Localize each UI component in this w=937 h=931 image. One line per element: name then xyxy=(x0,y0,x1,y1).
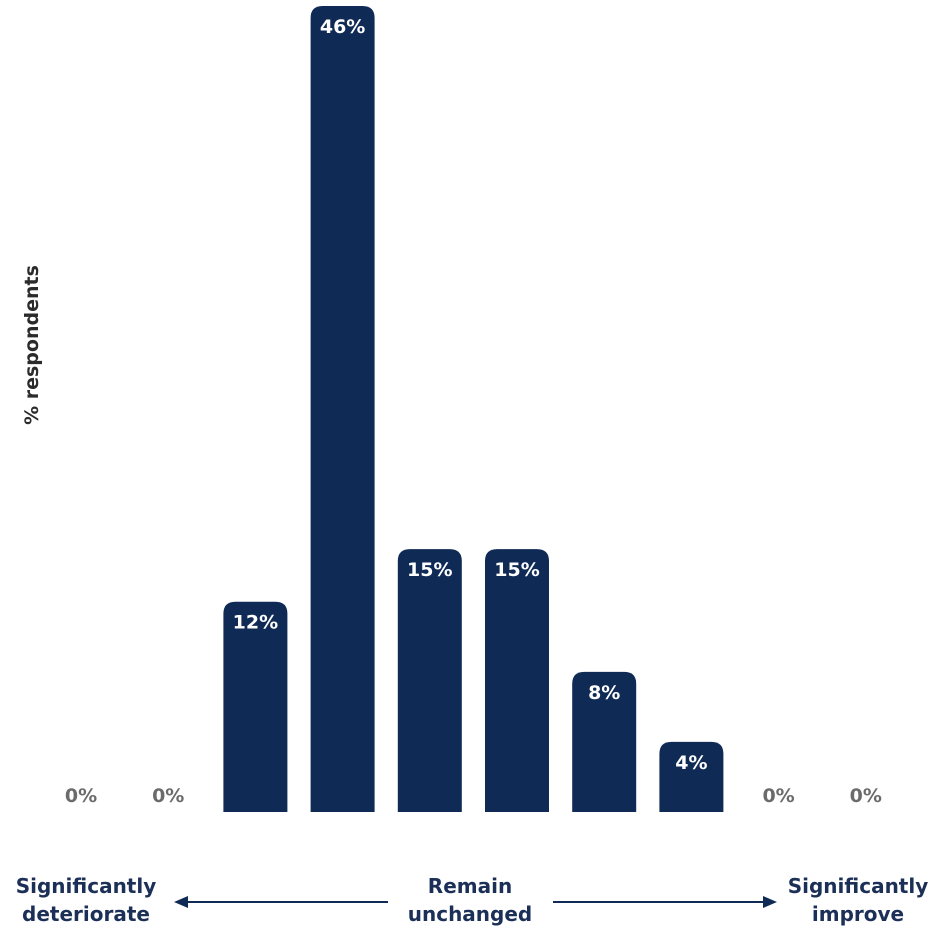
arrow-right-head xyxy=(763,896,777,908)
scale-label-left: Significantly deteriorate xyxy=(0,872,172,928)
bar xyxy=(223,601,288,812)
bar-value-label: 15% xyxy=(407,559,452,581)
bar xyxy=(397,549,462,812)
bar-value-label: 0% xyxy=(850,785,882,807)
bar-value-label: 0% xyxy=(65,785,97,807)
bar xyxy=(485,549,549,812)
bar-value-label: 4% xyxy=(675,752,707,774)
bar xyxy=(659,741,724,812)
bar-value-label: 0% xyxy=(762,785,794,807)
scale-label-middle-line1: Remain xyxy=(427,874,513,898)
scale-label-left-line2: deteriorate xyxy=(22,902,150,926)
bar xyxy=(572,671,637,812)
bar-value-label: 0% xyxy=(152,785,184,807)
scale-label-middle-line2: unchanged xyxy=(407,902,533,926)
scale-label-right-line2: improve xyxy=(811,902,905,926)
scale-label-middle: Remain unchanged xyxy=(395,872,545,928)
bar-value-label: 12% xyxy=(233,612,278,634)
scale-label-right-line1: Significantly xyxy=(787,874,929,898)
arrow-left-head xyxy=(174,896,188,908)
bar-value-label: 15% xyxy=(494,559,539,581)
scale-label-right: Significantly improve xyxy=(782,872,934,928)
scale-label-left-line1: Significantly xyxy=(15,874,157,898)
bar xyxy=(310,6,375,812)
bar-value-label: 46% xyxy=(320,16,365,38)
bar-value-label: 8% xyxy=(588,682,620,704)
